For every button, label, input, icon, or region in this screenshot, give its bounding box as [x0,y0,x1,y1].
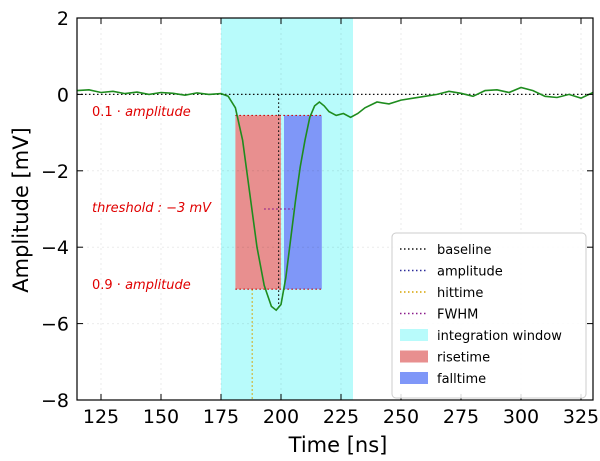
x-tick-label: 250 [383,406,419,428]
falltime-region [284,115,322,290]
ticks: 125 150 175 200 225 250 275 300 325 2 0 −2 −4 −6 −8 [41,8,599,428]
legend-box [391,232,587,399]
legend-amplitude-label: amplitude [437,265,503,280]
signal-line [76,86,594,312]
x-tick-label: 175 [203,406,239,428]
shaded-regions [221,18,353,400]
legend-hittime-label: hittime [437,286,483,301]
legend-falltime-swatch [400,372,428,384]
annotation-amp10: 0.1 · amplitude [92,105,191,120]
x-tick-label: 150 [143,406,179,428]
y-tick-label: −8 [41,390,69,412]
y-tick-label: −6 [41,314,69,336]
annotation-threshold: threshold : −3 mV [92,201,212,216]
y-tick-label: 2 [57,8,69,30]
legend-integration-window-swatch [400,329,428,341]
annotation-lines [77,93,593,400]
x-tick-label: 225 [323,406,359,428]
legend-baseline-label: baseline [437,243,491,258]
legend-integration-window-label: integration window [437,329,562,344]
plot-frame [76,17,594,401]
annotation-amp90: 0.9 · amplitude [92,278,191,293]
y-axis-label: Amplitude [mV] [9,127,33,293]
x-tick-label: 200 [263,406,299,428]
x-tick-label: 325 [563,406,599,428]
legend: baseline amplitude hittime FWHM integration … [391,232,587,399]
x-axis-label: Time [ns] [288,433,388,457]
legend-risetime-swatch [400,350,428,363]
x-tick-label: 275 [443,406,479,428]
y-tick-label: 0 [57,84,69,106]
y-tick-label: −2 [41,161,69,183]
legend-falltime-label: falltime [437,372,486,387]
x-tick-label: 125 [83,406,119,428]
legend-fwhm-label: FWHM [437,308,478,323]
legend-risetime-label: risetime [437,351,490,366]
x-tick-label: 300 [503,406,539,428]
y-tick-label: −4 [41,237,69,259]
